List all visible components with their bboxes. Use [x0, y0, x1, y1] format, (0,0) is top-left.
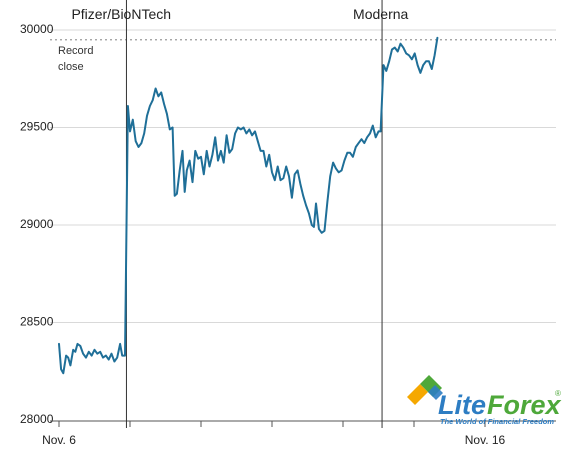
event-label-1: Moderna: [353, 6, 408, 22]
logo-registered-mark: ®: [555, 389, 561, 398]
logo-text-lite: Lite: [438, 390, 486, 420]
x-axis: Nov. 6 Nov. 16: [42, 420, 556, 447]
record-close-label-line1: Record: [58, 45, 93, 57]
series-line-0: [58, 36, 439, 375]
y-tick-label-29500: 29500: [20, 120, 54, 134]
x-tick-label-6: Nov. 16: [465, 433, 506, 447]
y-tick-label-29000: 29000: [20, 217, 54, 231]
record-close-label-line2: close: [58, 61, 84, 73]
logo-text-forex: Forex: [487, 390, 562, 420]
x-tick-label-0: Nov. 6: [42, 433, 76, 447]
logo-tagline: The World of Financial Freedom: [440, 417, 554, 426]
price-series: [58, 36, 439, 375]
y-tick-label-28500: 28500: [20, 315, 54, 329]
liteforex-watermark: Lite Forex ® The World of Financial Free…: [407, 375, 562, 426]
y-tick-label-30000: 30000: [20, 22, 54, 36]
record-close-line: Record close: [50, 39, 556, 73]
y-tick-label-28000: 28000: [20, 412, 54, 426]
event-label-0: Pfizer/BioNTech: [71, 6, 171, 22]
y-axis-tick-labels: 28000 28500 29000 29500 30000: [20, 22, 54, 426]
event-markers: Pfizer/BioNTech Moderna: [71, 0, 409, 428]
liteforex-logo-icon: [407, 375, 443, 405]
